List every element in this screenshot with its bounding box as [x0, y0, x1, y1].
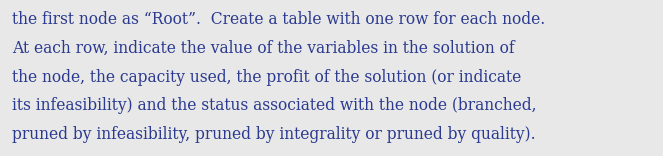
- Text: the first node as “Root”.  Create a table with one row for each node.: the first node as “Root”. Create a table…: [12, 11, 545, 28]
- Text: its infeasibility) and the status associated with the node (branched,: its infeasibility) and the status associ…: [12, 98, 536, 115]
- Text: At each row, indicate the value of the variables in the solution of: At each row, indicate the value of the v…: [12, 40, 514, 57]
- Text: the node, the capacity used, the profit of the solution (or indicate: the node, the capacity used, the profit …: [12, 69, 521, 86]
- Text: pruned by infeasibility, pruned by integrality or pruned by quality).: pruned by infeasibility, pruned by integ…: [12, 126, 536, 143]
